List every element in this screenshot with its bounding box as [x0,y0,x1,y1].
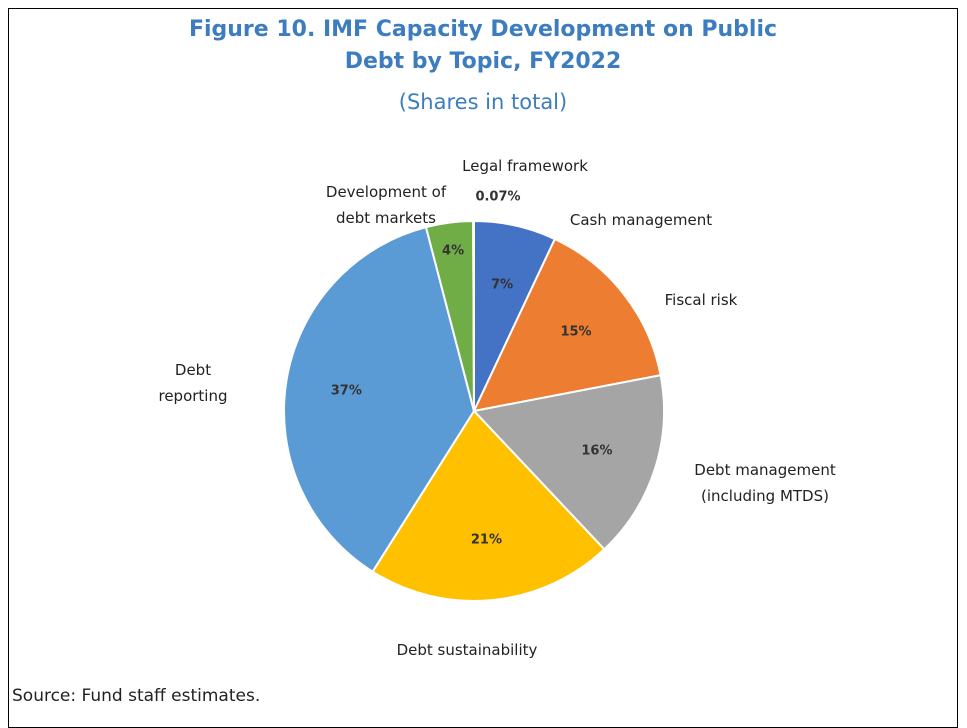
chart-subtitle: (Shares in total) [398,90,568,114]
category-label: Debt reporting [158,361,228,405]
category-label: Fiscal risk [664,291,738,309]
value-label: 4% [442,243,465,259]
pie-slice [472,237,662,413]
category-label: Legal framework [462,157,588,175]
pie-slice [283,225,476,574]
category-label: Development of debt markets [325,183,447,227]
value-label: 7% [491,277,514,293]
pie-slice [472,374,665,551]
category-label: Debt management (including MTDS) [694,461,836,505]
pie-chart [283,219,665,602]
value-label: 15% [560,324,592,340]
category-label: Cash management [569,211,713,229]
source-note: Source: Fund staff estimates. [12,686,261,706]
pie-slice [371,409,606,602]
chart-title: Figure 10. IMF Capacity Development on P… [188,17,778,74]
value-label: 21% [470,532,502,548]
pie-slice [472,219,475,412]
value-label: 16% [581,443,613,459]
value-label: 0.07% [475,189,521,205]
value-label: 37% [330,383,362,399]
page: {"chart_data": {"type": "pie", "title": … [8,8,958,728]
category-label: Debt sustainability [396,641,538,659]
